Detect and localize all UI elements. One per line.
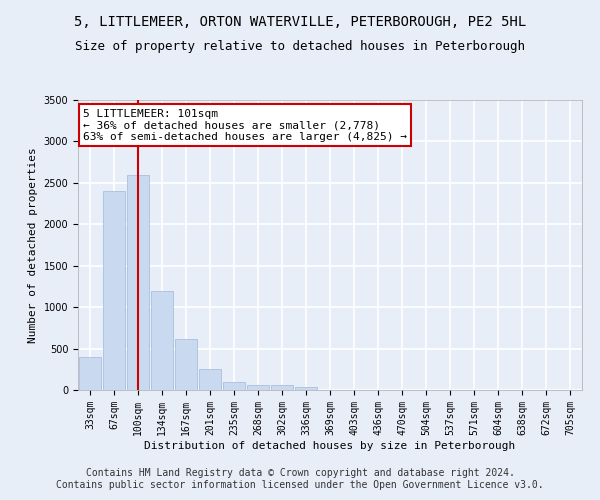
Bar bbox=[271, 386, 293, 390]
X-axis label: Distribution of detached houses by size in Peterborough: Distribution of detached houses by size … bbox=[145, 440, 515, 450]
Bar bbox=[295, 386, 317, 390]
Text: 5, LITTLEMEER, ORTON WATERVILLE, PETERBOROUGH, PE2 5HL: 5, LITTLEMEER, ORTON WATERVILLE, PETERBO… bbox=[74, 15, 526, 29]
Bar bbox=[223, 382, 245, 390]
Bar bbox=[103, 191, 125, 390]
Bar bbox=[79, 357, 101, 390]
Bar bbox=[175, 338, 197, 390]
Text: Contains HM Land Registry data © Crown copyright and database right 2024.
Contai: Contains HM Land Registry data © Crown c… bbox=[56, 468, 544, 490]
Bar bbox=[151, 290, 173, 390]
Text: Size of property relative to detached houses in Peterborough: Size of property relative to detached ho… bbox=[75, 40, 525, 53]
Bar bbox=[247, 385, 269, 390]
Y-axis label: Number of detached properties: Number of detached properties bbox=[28, 147, 38, 343]
Text: 5 LITTLEMEER: 101sqm
← 36% of detached houses are smaller (2,778)
63% of semi-de: 5 LITTLEMEER: 101sqm ← 36% of detached h… bbox=[83, 108, 407, 142]
Bar bbox=[199, 370, 221, 390]
Bar bbox=[127, 174, 149, 390]
